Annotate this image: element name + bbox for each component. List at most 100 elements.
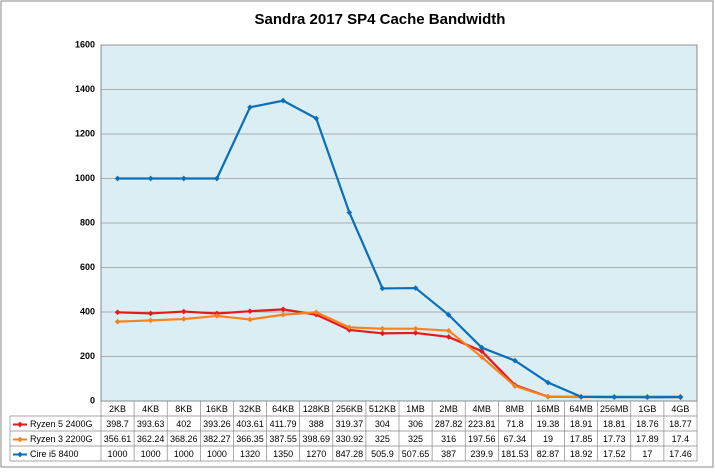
- point: [578, 393, 584, 400]
- point: [280, 306, 286, 313]
- point: [379, 330, 386, 337]
- point: [412, 285, 419, 291]
- table-value: 18.77: [669, 419, 692, 429]
- table-value: 1320: [240, 449, 260, 459]
- point: [512, 383, 518, 389]
- point: [114, 309, 121, 316]
- y-tick-label: 1200: [75, 128, 95, 138]
- table-value: 393.26: [203, 419, 231, 429]
- table-value: 19: [543, 434, 553, 444]
- point: [478, 348, 485, 355]
- table-value: 507.65: [402, 449, 430, 459]
- x-tick-label: 8KB: [175, 404, 192, 414]
- table-value: 393.63: [137, 419, 165, 429]
- table-value: 368.26: [170, 434, 198, 444]
- table-value: 1000: [108, 449, 128, 459]
- table-value: 197.56: [468, 434, 496, 444]
- x-tick-label: 256MB: [600, 404, 629, 414]
- legend-marker: [17, 451, 23, 458]
- table-value: 330.92: [336, 434, 364, 444]
- table-value: 287.82: [435, 419, 463, 429]
- legend-label: Ryzen 3 2200G: [30, 434, 93, 444]
- table-value: 847.28: [336, 449, 364, 459]
- table-value: 316: [441, 434, 456, 444]
- table-value: 18.91: [570, 419, 593, 429]
- table-value: 71.8: [506, 419, 524, 429]
- point: [147, 175, 154, 182]
- y-tick-label: 400: [80, 306, 95, 316]
- y-tick-label: 200: [80, 351, 95, 361]
- point: [247, 104, 253, 111]
- x-tick-label: 32KB: [239, 404, 261, 414]
- table-value: 319.37: [336, 419, 364, 429]
- point: [147, 310, 154, 317]
- table-value: 18.92: [570, 449, 593, 459]
- table-value: 239.9: [471, 449, 494, 459]
- table-value: 1000: [174, 449, 194, 459]
- point: [214, 175, 220, 182]
- point: [677, 394, 684, 400]
- table-value: 356.61: [104, 434, 132, 444]
- legend-marker: [17, 421, 23, 428]
- y-tick-label: 1000: [75, 173, 95, 183]
- x-tick-label: 2MB: [439, 404, 458, 414]
- table-value: 366.35: [236, 434, 264, 444]
- point: [478, 344, 485, 351]
- legend-label: Ryzen 5 2400G: [30, 419, 93, 429]
- y-tick-label: 0: [90, 395, 95, 405]
- x-tick-label: 4MB: [473, 404, 492, 414]
- point: [180, 316, 187, 322]
- point: [611, 394, 618, 400]
- x-tick-label: 8MB: [506, 404, 525, 414]
- y-tick-label: 800: [80, 217, 95, 227]
- point: [114, 318, 121, 325]
- x-tick-label: 512KB: [369, 404, 396, 414]
- chart-title: Sandra 2017 SP4 Cache Bandwidth: [255, 11, 506, 28]
- x-tick-label: 2KB: [109, 404, 126, 414]
- table-value: 362.24: [137, 434, 165, 444]
- table-value: 1000: [141, 449, 161, 459]
- point: [412, 325, 419, 332]
- table-value: 82.87: [537, 449, 560, 459]
- point: [545, 379, 551, 386]
- x-tick-label: 64MB: [569, 404, 593, 414]
- x-tick-label: 128KB: [303, 404, 330, 414]
- series-line: [117, 99, 681, 399]
- table-value: 411.79: [270, 419, 297, 429]
- point: [180, 308, 187, 315]
- point: [545, 393, 551, 400]
- table-value: 398.69: [302, 434, 330, 444]
- table-value: 17.73: [603, 434, 626, 444]
- point: [247, 316, 253, 323]
- point: [412, 330, 419, 336]
- x-tick-label: 256KB: [336, 404, 363, 414]
- table-value: 304: [375, 419, 390, 429]
- table-value: 388: [309, 419, 324, 429]
- point: [512, 357, 518, 364]
- table-value: 306: [408, 419, 423, 429]
- table-value: 19.38: [537, 419, 560, 429]
- table-value: 325: [375, 434, 390, 444]
- point: [445, 334, 452, 340]
- table-value: 398.7: [106, 419, 129, 429]
- x-tick-label: 16KB: [206, 404, 228, 414]
- table-value: 387.55: [269, 434, 297, 444]
- point: [379, 325, 386, 332]
- table-value: 1270: [306, 449, 326, 459]
- x-tick-label: 1GB: [638, 404, 656, 414]
- table-value: 1350: [273, 449, 293, 459]
- point: [445, 327, 452, 334]
- y-tick-label: 1400: [75, 84, 95, 94]
- point: [445, 312, 452, 318]
- point: [280, 97, 286, 104]
- point: [379, 285, 386, 292]
- point: [346, 209, 353, 216]
- x-tick-label: 64KB: [272, 404, 294, 414]
- table-value: 17.4: [672, 434, 690, 444]
- point: [147, 317, 154, 324]
- table-value: 17: [642, 449, 652, 459]
- point: [180, 175, 187, 182]
- point: [478, 354, 485, 360]
- table-value: 387: [441, 449, 456, 459]
